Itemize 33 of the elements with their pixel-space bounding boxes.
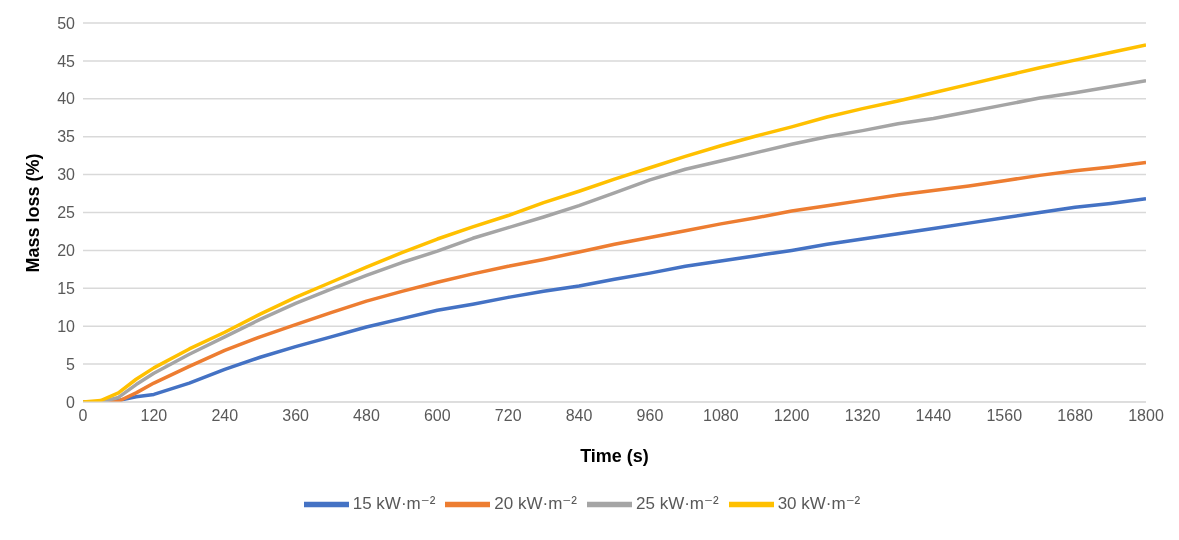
- y-tick-label: 35: [57, 128, 76, 146]
- y-tick-label: 15: [57, 279, 76, 297]
- x-tick-label: 1080: [703, 407, 739, 425]
- x-tick-label: 360: [282, 407, 310, 425]
- y-tick-label: 5: [66, 355, 76, 373]
- x-tick-label: 1680: [1057, 407, 1094, 425]
- x-tick-label: 0: [78, 407, 88, 425]
- y-tick-label: 40: [57, 90, 76, 108]
- y-tick-label: 20: [57, 242, 76, 260]
- x-tick-label: 600: [423, 407, 451, 425]
- y-tick-label: 0: [66, 393, 76, 411]
- y-tick-label: 10: [57, 317, 76, 335]
- y-tick-label: 25: [57, 204, 76, 222]
- x-tick-label: 240: [211, 407, 239, 425]
- y-tick-label: 45: [57, 52, 76, 70]
- x-tick-label: 1320: [844, 407, 881, 425]
- x-tick-label: 1560: [986, 407, 1023, 425]
- x-tick-label: 1800: [1128, 407, 1164, 425]
- legend-label: 30 kW·m⁻²: [777, 493, 861, 513]
- x-tick-label: 1440: [915, 407, 952, 425]
- x-tick-label: 480: [353, 407, 380, 425]
- legend-label: 20 kW·m⁻²: [494, 493, 577, 513]
- x-tick-label: 720: [494, 407, 522, 425]
- x-tick-label: 840: [565, 407, 593, 425]
- x-axis-title: Time (s): [580, 446, 649, 466]
- y-axis-title: Mass loss (%): [23, 153, 44, 273]
- x-tick-label: 1200: [773, 407, 810, 425]
- legend-label: 25 kW·m⁻²: [636, 493, 719, 513]
- x-tick-label: 960: [636, 407, 664, 425]
- legend-label: 15 kW·m⁻²: [352, 493, 436, 513]
- y-tick-label: 30: [57, 166, 76, 184]
- x-tick-label: 120: [140, 407, 168, 425]
- y-tick-label: 50: [57, 14, 76, 32]
